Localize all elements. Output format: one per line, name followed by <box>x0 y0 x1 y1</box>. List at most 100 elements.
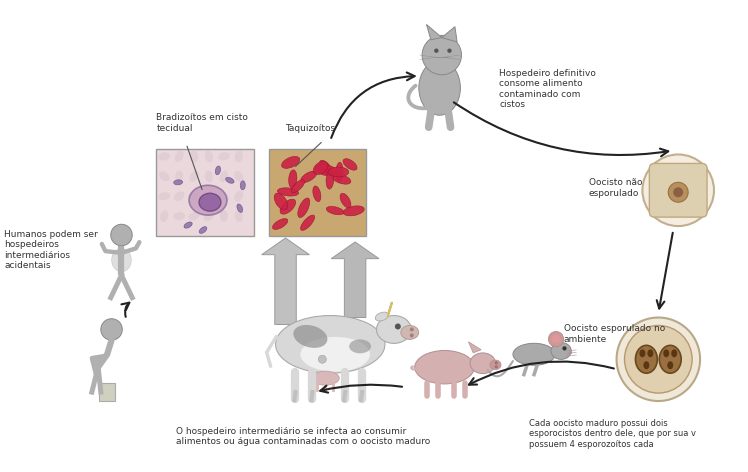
Ellipse shape <box>667 361 673 369</box>
Ellipse shape <box>272 219 288 229</box>
Ellipse shape <box>376 315 411 343</box>
Ellipse shape <box>205 151 213 162</box>
Circle shape <box>447 49 452 53</box>
Ellipse shape <box>375 312 389 321</box>
Ellipse shape <box>205 170 213 182</box>
Text: Bradizoítos em cisto
tecidual: Bradizoítos em cisto tecidual <box>156 113 248 133</box>
Circle shape <box>568 351 572 354</box>
Circle shape <box>673 187 683 197</box>
Ellipse shape <box>240 181 245 190</box>
Ellipse shape <box>301 171 316 183</box>
Ellipse shape <box>313 161 328 175</box>
Ellipse shape <box>336 162 343 182</box>
Text: Hospedeiro definitivo
consome alimento
contaminado com
cistos: Hospedeiro definitivo consome alimento c… <box>499 69 596 109</box>
Ellipse shape <box>328 167 349 177</box>
Ellipse shape <box>235 151 243 162</box>
Ellipse shape <box>188 211 200 220</box>
Text: Taquizoítos: Taquizoítos <box>286 124 336 133</box>
Ellipse shape <box>343 206 364 216</box>
Ellipse shape <box>235 210 243 222</box>
FancyBboxPatch shape <box>99 383 115 401</box>
Text: O hospedeiro intermediário se infecta ao consumir
alimentos ou água contaminadas: O hospedeiro intermediário se infecta ao… <box>177 427 430 446</box>
Ellipse shape <box>159 171 170 181</box>
Ellipse shape <box>184 222 192 228</box>
Ellipse shape <box>401 326 419 339</box>
Ellipse shape <box>203 211 214 221</box>
Circle shape <box>111 224 132 246</box>
Ellipse shape <box>111 248 132 272</box>
Circle shape <box>410 328 414 331</box>
Ellipse shape <box>189 171 199 182</box>
Ellipse shape <box>663 349 669 357</box>
Ellipse shape <box>301 337 370 371</box>
Circle shape <box>101 319 122 340</box>
Circle shape <box>395 323 401 329</box>
Polygon shape <box>426 25 442 40</box>
Ellipse shape <box>326 170 334 189</box>
Text: Cada oocisto maduro possui dois
esporocistos dentro dele, que por sua v
possuem : Cada oocisto maduro possui dois esporoci… <box>529 419 696 449</box>
Ellipse shape <box>199 227 207 234</box>
Circle shape <box>434 49 438 53</box>
Circle shape <box>422 35 462 75</box>
Ellipse shape <box>220 170 228 182</box>
Ellipse shape <box>215 166 221 175</box>
Circle shape <box>410 333 414 337</box>
Circle shape <box>643 154 714 226</box>
Ellipse shape <box>190 151 198 162</box>
Polygon shape <box>442 26 457 42</box>
Ellipse shape <box>671 349 677 357</box>
Ellipse shape <box>281 156 300 169</box>
FancyBboxPatch shape <box>156 149 254 236</box>
Ellipse shape <box>275 315 385 373</box>
Ellipse shape <box>237 204 242 212</box>
Ellipse shape <box>291 180 304 193</box>
Ellipse shape <box>159 152 171 160</box>
FancyBboxPatch shape <box>649 163 707 217</box>
Ellipse shape <box>280 199 295 214</box>
Ellipse shape <box>278 188 298 196</box>
Ellipse shape <box>159 192 170 200</box>
Circle shape <box>562 346 566 351</box>
Text: Oocisto esporulado no
ambiente: Oocisto esporulado no ambiente <box>564 324 665 344</box>
Ellipse shape <box>234 191 243 202</box>
Ellipse shape <box>301 215 315 230</box>
Circle shape <box>668 182 688 202</box>
Circle shape <box>319 355 326 363</box>
Polygon shape <box>468 342 481 353</box>
Text: Humanos podem ser
hospedeiros
intermediários
acidentais: Humanos podem ser hospedeiros intermediá… <box>4 230 98 270</box>
Circle shape <box>625 326 692 393</box>
Ellipse shape <box>349 339 371 354</box>
Ellipse shape <box>659 346 681 373</box>
Ellipse shape <box>331 174 351 184</box>
Ellipse shape <box>513 343 555 365</box>
Polygon shape <box>262 238 310 324</box>
Ellipse shape <box>174 180 183 185</box>
Ellipse shape <box>218 191 229 201</box>
FancyBboxPatch shape <box>269 149 366 236</box>
Ellipse shape <box>199 193 221 211</box>
Ellipse shape <box>414 351 474 384</box>
Ellipse shape <box>315 164 337 176</box>
Polygon shape <box>331 242 379 318</box>
Ellipse shape <box>289 170 297 188</box>
Ellipse shape <box>343 159 357 170</box>
Ellipse shape <box>234 171 244 182</box>
Ellipse shape <box>175 170 183 182</box>
Ellipse shape <box>275 193 288 210</box>
Ellipse shape <box>643 361 649 369</box>
Ellipse shape <box>311 371 339 385</box>
Ellipse shape <box>419 60 460 115</box>
Ellipse shape <box>160 211 168 222</box>
Circle shape <box>494 361 498 364</box>
Ellipse shape <box>340 193 351 208</box>
Ellipse shape <box>313 186 321 202</box>
Ellipse shape <box>189 185 227 215</box>
Ellipse shape <box>174 212 185 220</box>
Ellipse shape <box>188 192 200 200</box>
Circle shape <box>552 335 560 343</box>
Circle shape <box>548 331 564 347</box>
Ellipse shape <box>174 151 184 162</box>
Ellipse shape <box>220 210 228 222</box>
Ellipse shape <box>319 160 333 176</box>
Ellipse shape <box>226 177 234 183</box>
